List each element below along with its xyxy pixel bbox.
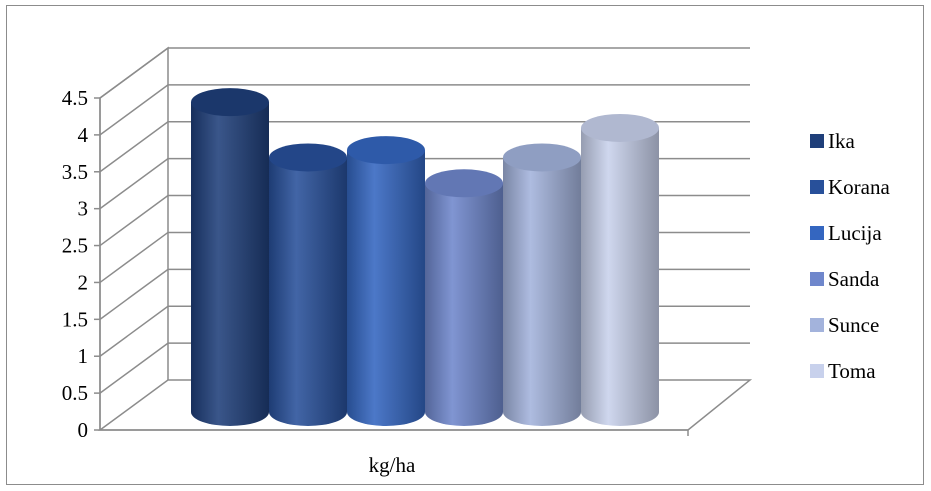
bar-body [425, 183, 503, 426]
x-tick-labels: kg/ha [369, 453, 416, 477]
bar-top [581, 113, 659, 142]
legend: Ika Korana Lucija Sanda Sunce Toma [810, 129, 890, 383]
bar-sunce [503, 143, 581, 426]
bar-ika [191, 88, 269, 426]
legend-swatch [810, 226, 824, 240]
y-tick-label: 2 [78, 270, 89, 294]
y-tick-label: 2.5 [62, 234, 88, 258]
legend-swatch [810, 272, 824, 286]
y-tick-label: 1 [78, 344, 89, 368]
legend-label: Lucija [828, 221, 882, 245]
y-tick-label: 3 [78, 197, 89, 221]
y-tick-label: 4 [78, 123, 89, 147]
bar-lucija [347, 136, 425, 427]
bar-body [347, 150, 425, 427]
bar-body [503, 157, 581, 426]
y-tick-label: 1.5 [62, 307, 88, 331]
chart-side-wall [99, 46, 169, 430]
legend-label: Sanda [828, 267, 880, 291]
y-tick-labels: 0 0.5 1 1.5 2 2.5 3 3.5 4 4.5 [62, 86, 89, 442]
bars [191, 88, 659, 427]
legend-swatch [810, 318, 824, 332]
legend-swatch [810, 134, 824, 148]
bar-sanda [425, 169, 503, 426]
y-tick-label: 3.5 [62, 160, 88, 184]
bar-body [581, 127, 659, 426]
bar-korana [269, 143, 347, 426]
legend-label: Toma [828, 359, 876, 383]
legend-label: Sunce [828, 313, 879, 337]
bar-top [269, 143, 347, 172]
y-tick-label: 0 [78, 418, 89, 442]
bar-top [347, 136, 425, 165]
bar-body [191, 102, 269, 426]
bar-toma [581, 113, 659, 426]
y-tick-label: 4.5 [62, 86, 88, 110]
legend-swatch [810, 364, 824, 378]
bar-top [503, 143, 581, 172]
x-category-label: kg/ha [369, 453, 416, 477]
bar-top [425, 169, 503, 198]
legend-label: Ika [828, 129, 855, 153]
gridline [99, 84, 750, 136]
gridline [99, 47, 750, 99]
gridline [99, 121, 750, 173]
bar-body [269, 157, 347, 426]
legend-swatch [810, 180, 824, 194]
bar-top [191, 88, 269, 117]
y-tick-label: 0.5 [62, 381, 88, 405]
legend-label: Korana [828, 175, 890, 199]
